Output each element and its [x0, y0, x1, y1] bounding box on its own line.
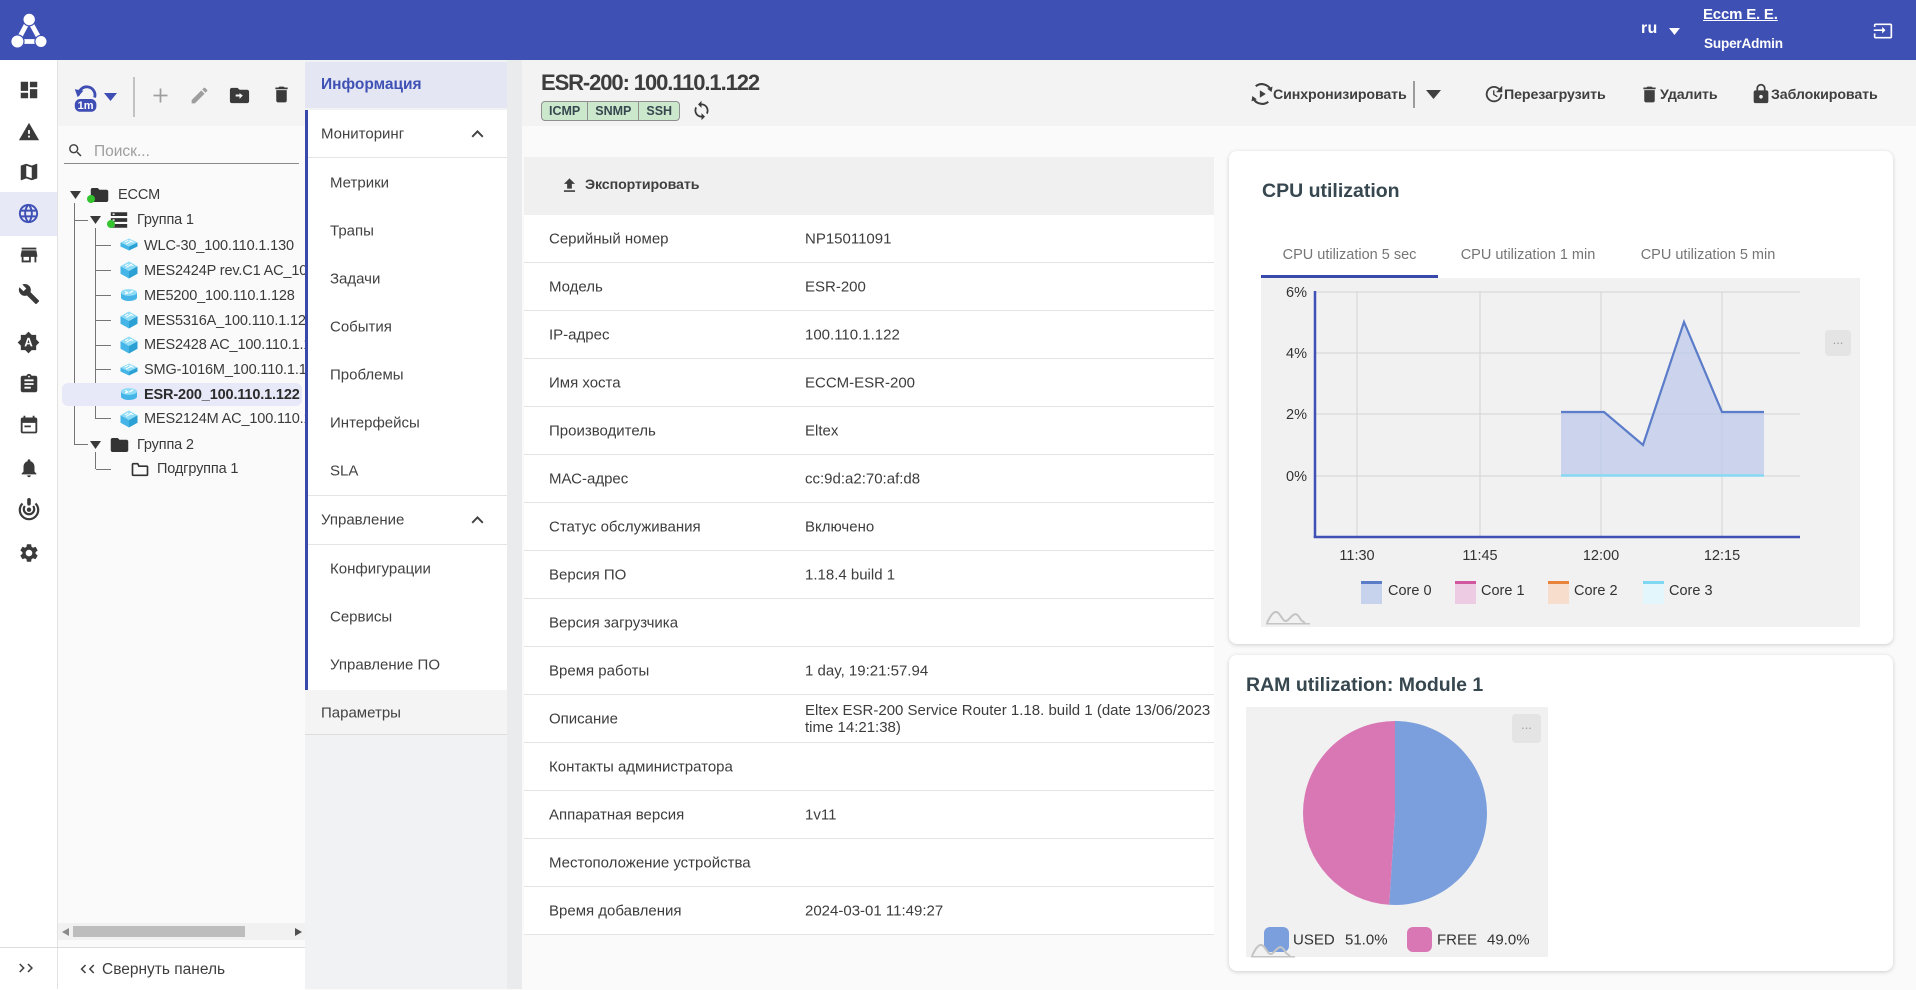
svg-text:2%: 2%	[1286, 407, 1307, 423]
svg-text:6%: 6%	[1286, 285, 1307, 301]
svg-text:0%: 0%	[1286, 469, 1307, 485]
svg-text:11:30: 11:30	[1339, 548, 1374, 564]
svg-text:1m: 1m	[78, 100, 94, 112]
svg-text:4%: 4%	[1286, 346, 1307, 362]
svg-text:12:00: 12:00	[1583, 548, 1619, 564]
svg-text:12:15: 12:15	[1704, 548, 1740, 564]
svg-text:11:45: 11:45	[1462, 548, 1497, 564]
